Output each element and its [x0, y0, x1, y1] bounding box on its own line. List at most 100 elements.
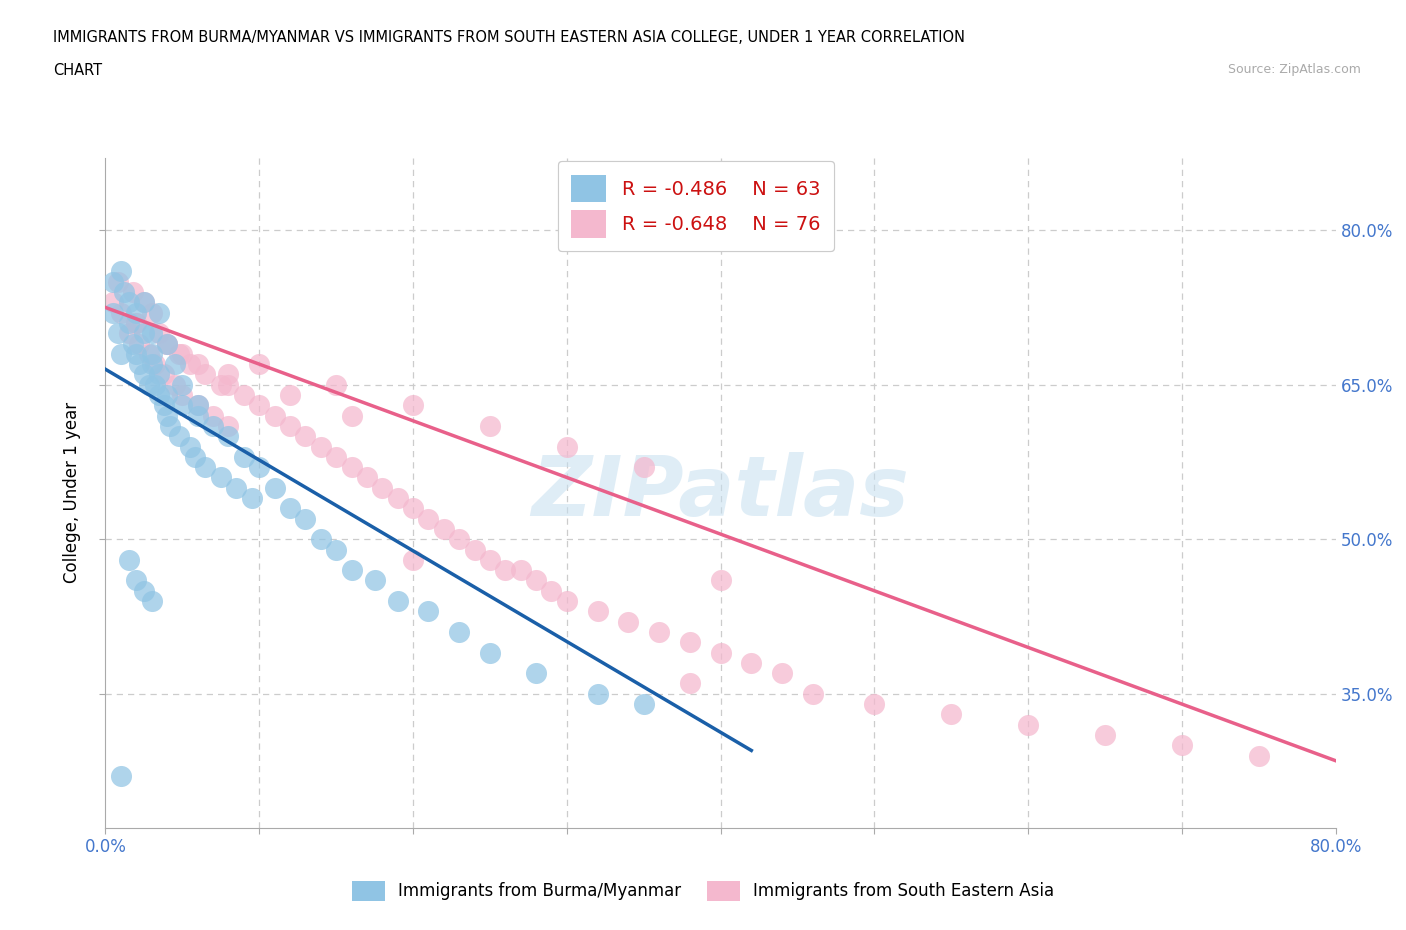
Point	[586, 604, 609, 618]
Point	[418, 512, 440, 526]
Point	[478, 418, 501, 433]
Point	[125, 315, 148, 330]
Point	[371, 480, 394, 495]
Point	[524, 573, 547, 588]
Point	[278, 501, 301, 516]
Point	[494, 563, 516, 578]
Point	[633, 697, 655, 711]
Point	[240, 491, 263, 506]
Point	[309, 439, 332, 454]
Point	[194, 459, 217, 474]
Point	[232, 388, 254, 403]
Point	[179, 439, 201, 454]
Point	[132, 367, 155, 382]
Point	[132, 583, 155, 598]
Point	[770, 666, 793, 681]
Point	[156, 336, 179, 351]
Point	[143, 378, 166, 392]
Point	[402, 552, 425, 567]
Point	[325, 449, 347, 464]
Point	[202, 418, 225, 433]
Point	[141, 357, 163, 372]
Point	[128, 336, 150, 351]
Point	[1247, 748, 1270, 763]
Point	[710, 573, 733, 588]
Point	[263, 480, 285, 495]
Point	[132, 295, 155, 310]
Point	[340, 459, 363, 474]
Point	[464, 542, 486, 557]
Point	[159, 418, 181, 433]
Point	[112, 285, 135, 299]
Point	[141, 346, 163, 361]
Point	[402, 501, 425, 516]
Text: Source: ZipAtlas.com: Source: ZipAtlas.com	[1227, 63, 1361, 76]
Point	[141, 326, 163, 340]
Point	[710, 645, 733, 660]
Point	[218, 418, 240, 433]
Point	[555, 439, 578, 454]
Point	[110, 305, 132, 320]
Point	[263, 408, 285, 423]
Legend: R = -0.486    N = 63, R = -0.648    N = 76: R = -0.486 N = 63, R = -0.648 N = 76	[558, 161, 834, 251]
Text: ZIPatlas: ZIPatlas	[531, 452, 910, 534]
Point	[138, 378, 160, 392]
Point	[247, 459, 270, 474]
Point	[110, 346, 132, 361]
Point	[433, 522, 456, 537]
Point	[148, 305, 170, 320]
Point	[449, 625, 471, 640]
Text: CHART: CHART	[53, 63, 103, 78]
Point	[172, 346, 194, 361]
Point	[617, 614, 640, 629]
Point	[163, 378, 186, 392]
Y-axis label: College, Under 1 year: College, Under 1 year	[63, 403, 82, 583]
Point	[141, 593, 163, 608]
Point	[1094, 727, 1116, 742]
Point	[325, 542, 347, 557]
Point	[418, 604, 440, 618]
Point	[179, 357, 201, 372]
Point	[117, 295, 139, 310]
Point	[202, 408, 225, 423]
Point	[356, 470, 378, 485]
Point	[478, 645, 501, 660]
Point	[187, 408, 209, 423]
Point	[209, 378, 232, 392]
Point	[107, 326, 129, 340]
Point	[740, 656, 762, 671]
Point	[107, 274, 129, 289]
Point	[117, 326, 139, 340]
Point	[125, 346, 148, 361]
Point	[183, 449, 205, 464]
Point	[294, 512, 316, 526]
Point	[218, 367, 240, 382]
Point	[138, 346, 160, 361]
Point	[187, 398, 209, 413]
Point	[125, 315, 148, 330]
Point	[148, 388, 170, 403]
Point	[209, 470, 232, 485]
Point	[172, 398, 194, 413]
Point	[156, 336, 179, 351]
Point	[122, 285, 145, 299]
Point	[148, 367, 170, 382]
Point	[540, 583, 562, 598]
Point	[232, 449, 254, 464]
Point	[110, 264, 132, 279]
Point	[509, 563, 531, 578]
Legend: Immigrants from Burma/Myanmar, Immigrants from South Eastern Asia: Immigrants from Burma/Myanmar, Immigrant…	[344, 874, 1062, 908]
Point	[169, 429, 191, 444]
Point	[143, 357, 166, 372]
Point	[679, 635, 702, 650]
Point	[278, 418, 301, 433]
Point	[163, 357, 186, 372]
Point	[1171, 737, 1194, 752]
Point	[153, 367, 176, 382]
Text: IMMIGRANTS FROM BURMA/MYANMAR VS IMMIGRANTS FROM SOUTH EASTERN ASIA COLLEGE, UND: IMMIGRANTS FROM BURMA/MYANMAR VS IMMIGRA…	[53, 30, 966, 45]
Point	[156, 336, 179, 351]
Point	[172, 378, 194, 392]
Point	[169, 346, 191, 361]
Point	[156, 388, 179, 403]
Point	[153, 398, 176, 413]
